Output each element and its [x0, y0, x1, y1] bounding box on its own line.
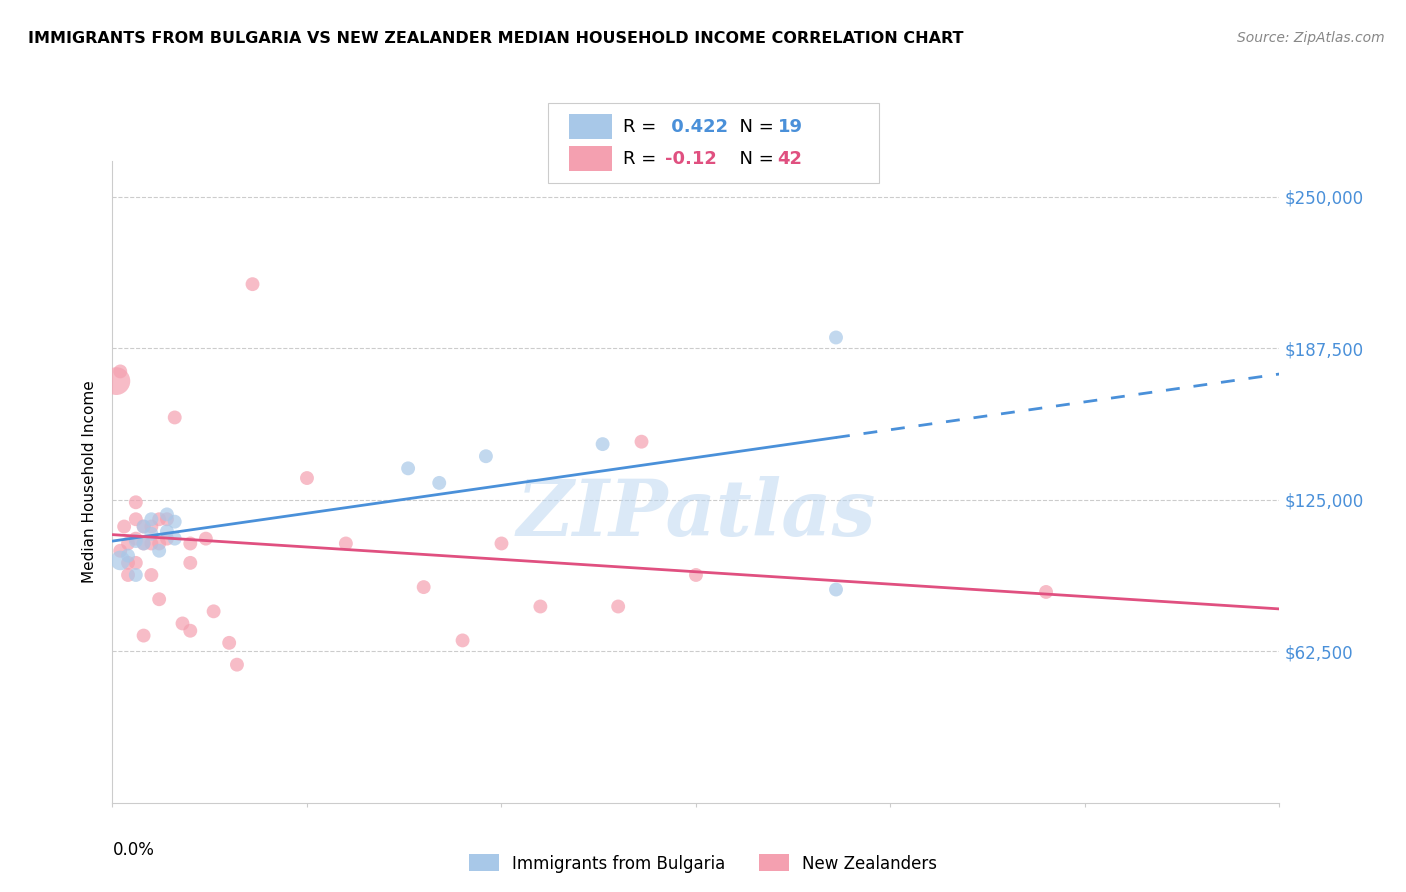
Point: [125, 534, 148, 549]
Point: [242, 277, 264, 292]
Point: [125, 495, 148, 509]
Point: [117, 549, 139, 563]
Point: [110, 553, 132, 567]
Text: IMMIGRANTS FROM BULGARIA VS NEW ZEALANDER MEDIAN HOUSEHOLD INCOME CORRELATION CH: IMMIGRANTS FROM BULGARIA VS NEW ZEALANDE…: [28, 31, 963, 46]
Point: [475, 449, 498, 463]
Point: [148, 536, 170, 550]
Point: [141, 536, 163, 550]
Point: [110, 543, 132, 558]
Point: [529, 599, 551, 614]
Point: [335, 536, 357, 550]
Point: [202, 604, 225, 618]
Point: [117, 536, 139, 550]
Point: [179, 556, 201, 570]
Point: [491, 536, 513, 550]
Point: [427, 475, 450, 490]
Text: 0.0%: 0.0%: [112, 841, 155, 859]
Point: [156, 508, 179, 522]
Point: [163, 532, 186, 546]
Point: [117, 556, 139, 570]
Point: [451, 633, 474, 648]
Point: [163, 410, 186, 425]
Point: [141, 568, 163, 582]
Point: [125, 532, 148, 546]
Point: [132, 519, 155, 533]
Text: ZIPatlas: ZIPatlas: [516, 475, 876, 552]
Point: [117, 568, 139, 582]
Point: [132, 536, 155, 550]
Point: [125, 556, 148, 570]
Point: [592, 437, 614, 451]
Text: N =: N =: [728, 150, 780, 168]
Text: 0.422: 0.422: [665, 118, 728, 136]
Text: R =: R =: [623, 150, 662, 168]
Text: -0.12: -0.12: [665, 150, 717, 168]
Point: [141, 526, 163, 541]
Point: [396, 461, 419, 475]
Point: [148, 543, 170, 558]
Y-axis label: Median Household Income: Median Household Income: [82, 380, 97, 583]
Point: [226, 657, 249, 672]
Point: [825, 330, 848, 344]
Text: Source: ZipAtlas.com: Source: ZipAtlas.com: [1237, 31, 1385, 45]
Point: [110, 364, 132, 378]
Point: [194, 532, 217, 546]
Point: [105, 374, 128, 388]
Point: [132, 536, 155, 550]
Point: [148, 512, 170, 526]
Point: [112, 519, 135, 533]
Point: [825, 582, 848, 597]
Text: 42: 42: [778, 150, 803, 168]
Point: [179, 624, 201, 638]
Point: [412, 580, 434, 594]
Point: [685, 568, 707, 582]
Point: [218, 636, 240, 650]
Text: N =: N =: [728, 118, 780, 136]
Point: [156, 532, 179, 546]
Point: [132, 519, 155, 533]
Point: [141, 512, 163, 526]
Point: [630, 434, 652, 449]
Legend: Immigrants from Bulgaria, New Zealanders: Immigrants from Bulgaria, New Zealanders: [463, 847, 943, 880]
Point: [156, 512, 179, 526]
Point: [125, 512, 148, 526]
Point: [607, 599, 630, 614]
Point: [156, 524, 179, 539]
Point: [125, 568, 148, 582]
Point: [132, 629, 155, 643]
Text: R =: R =: [623, 118, 662, 136]
Point: [172, 616, 194, 631]
Point: [295, 471, 318, 485]
Point: [141, 519, 163, 533]
Point: [148, 592, 170, 607]
Point: [1035, 585, 1057, 599]
Point: [163, 515, 186, 529]
Text: 19: 19: [778, 118, 803, 136]
Point: [179, 536, 201, 550]
